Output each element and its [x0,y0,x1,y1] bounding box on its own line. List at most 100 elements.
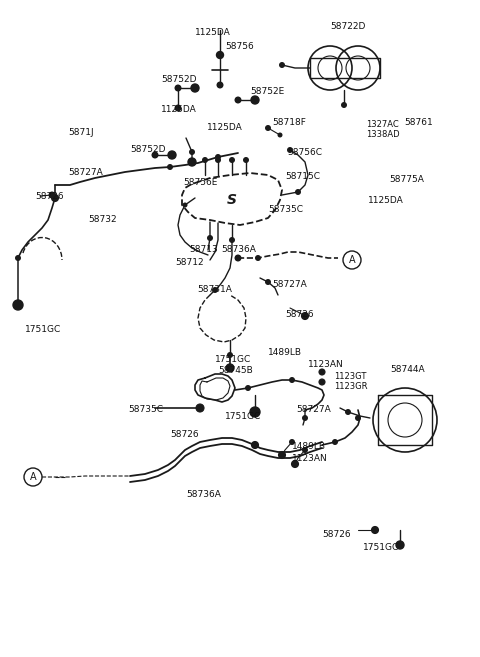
Text: 1751GC: 1751GC [363,543,399,552]
Circle shape [289,377,295,383]
Circle shape [250,407,260,417]
Circle shape [202,157,208,163]
Text: 1338AD: 1338AD [366,130,400,139]
Text: 58756E: 58756E [183,178,217,187]
Circle shape [227,352,233,358]
Circle shape [175,104,181,112]
Text: 1327AC: 1327AC [366,120,399,129]
Text: 58732: 58732 [88,215,117,224]
Text: 1125DA: 1125DA [161,105,197,114]
Circle shape [229,157,235,163]
Circle shape [13,300,23,310]
Circle shape [175,85,181,91]
Text: 58756C: 58756C [287,148,322,157]
Text: 58744A: 58744A [390,365,425,374]
Circle shape [279,62,285,68]
Text: 58727A: 58727A [296,405,331,414]
Text: 1125DA: 1125DA [368,196,404,205]
Circle shape [48,191,56,198]
Text: 58735C: 58735C [268,205,303,214]
Text: 58712: 58712 [175,258,204,267]
Circle shape [255,255,261,261]
Circle shape [215,154,221,160]
Circle shape [289,439,295,445]
Text: 58736A: 58736A [186,490,221,499]
Circle shape [215,157,221,163]
Text: 58756: 58756 [225,42,254,51]
Text: 58727A: 58727A [272,280,307,289]
Text: 1125DA: 1125DA [195,28,231,37]
Text: 1489LB: 1489LB [268,348,302,357]
Text: 58775A: 58775A [389,175,424,184]
Text: 58731A: 58731A [197,285,232,294]
Circle shape [301,313,309,319]
Circle shape [396,541,404,549]
Text: 58726: 58726 [285,310,313,319]
Circle shape [168,151,176,159]
Circle shape [265,125,271,131]
Text: 58735C: 58735C [128,405,163,414]
Circle shape [191,84,199,92]
Text: 58713: 58713 [189,245,218,254]
Circle shape [245,385,251,391]
Text: 58752D: 58752D [130,145,166,154]
Circle shape [226,364,234,372]
Circle shape [372,526,379,533]
Circle shape [345,409,351,415]
Circle shape [265,279,271,285]
Text: 58726: 58726 [170,430,199,439]
Text: 58718F: 58718F [272,118,306,127]
Circle shape [295,189,301,195]
Circle shape [291,461,299,468]
Circle shape [278,451,286,459]
Circle shape [167,164,173,170]
Circle shape [216,81,224,89]
Text: 58727A: 58727A [68,168,103,177]
Circle shape [189,149,195,155]
Circle shape [341,102,347,108]
Circle shape [235,254,241,261]
Circle shape [302,447,308,453]
Text: 58726: 58726 [322,530,350,539]
Circle shape [196,404,204,412]
Text: 1123AN: 1123AN [308,360,344,369]
Circle shape [188,158,196,166]
Circle shape [229,237,235,243]
Circle shape [319,379,325,385]
Circle shape [319,369,325,375]
Circle shape [217,52,223,58]
Circle shape [243,157,249,163]
Circle shape [182,202,188,208]
Circle shape [302,415,308,421]
Circle shape [287,147,293,153]
Circle shape [355,415,361,421]
Text: A: A [348,255,355,265]
Circle shape [216,51,224,58]
Text: 1489LB: 1489LB [292,442,326,451]
Circle shape [15,255,21,261]
Circle shape [235,97,241,104]
Text: S: S [227,193,237,207]
Circle shape [277,133,283,137]
Text: 58752E: 58752E [250,87,284,96]
Circle shape [252,442,259,449]
Text: 1751GC: 1751GC [225,412,261,421]
Circle shape [152,152,158,158]
Circle shape [212,287,218,293]
Text: 1751GC: 1751GC [215,355,251,364]
Text: 58715C: 58715C [285,172,320,181]
Circle shape [251,96,259,104]
Text: 58726: 58726 [35,192,64,201]
Text: 1125DA: 1125DA [207,123,243,132]
Text: 1123GR: 1123GR [334,382,368,391]
Text: 58736A: 58736A [221,245,256,254]
Text: 1751GC: 1751GC [25,325,61,334]
Text: 58745B: 58745B [218,366,253,375]
Text: A: A [30,472,36,482]
Circle shape [332,439,338,445]
Text: 58761: 58761 [404,118,433,127]
Text: 1123GT: 1123GT [334,372,366,381]
Text: 5871J: 5871J [68,128,94,137]
Text: 58752D: 58752D [161,75,196,84]
Text: 58722D: 58722D [330,22,365,31]
